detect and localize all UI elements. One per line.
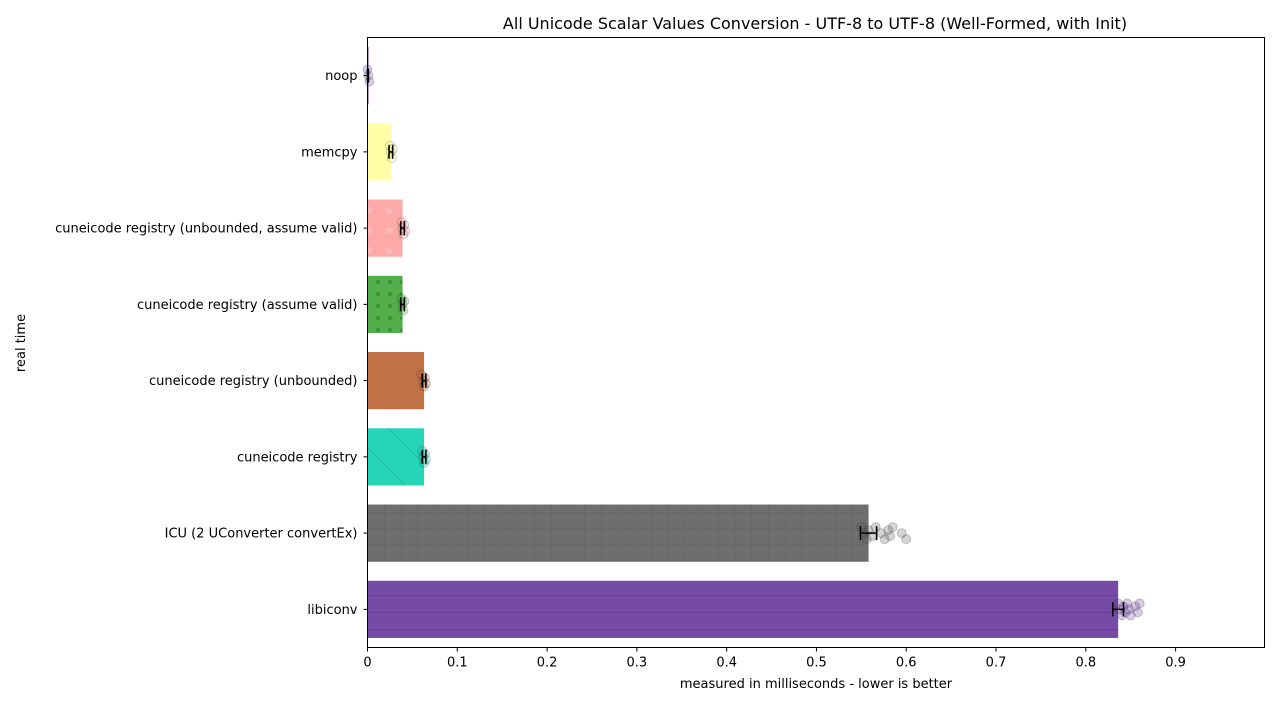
sample-point [856, 522, 867, 533]
sample-point [883, 525, 894, 536]
sample-point [1123, 604, 1134, 615]
x-axis: 0 0.1 0.2 0.3 0.4 0.5 0.6 0.7 0.8 0.9 [363, 647, 1186, 671]
y-tick-label: noop [325, 69, 357, 84]
error-bar-4 [421, 373, 427, 388]
sample-point [861, 534, 872, 545]
sample-point [870, 522, 881, 533]
bar-pattern-2 [367, 199, 403, 257]
sample-point [1122, 598, 1133, 609]
error-bar-3 [399, 297, 406, 312]
y-tick-label: cuneicode registry (unbounded, assume va… [55, 222, 357, 237]
y-tick-label: cuneicode registry (unbounded) [149, 374, 358, 389]
y-tick-label: ICU (2 UConverter convertEx) [165, 527, 358, 542]
y-tick-label: memcpy [301, 145, 358, 160]
x-tick-label: 0 [363, 656, 371, 671]
error-bar-5 [421, 449, 427, 464]
x-tick-label: 0.8 [1075, 656, 1096, 671]
sample-point [1130, 601, 1141, 612]
error-bar-7 [1111, 602, 1125, 617]
x-tick-label: 0.4 [716, 656, 737, 671]
x-axis-label: measured in milliseconds - lower is bett… [680, 677, 953, 692]
sample-point [1134, 598, 1145, 609]
sample-point [896, 528, 907, 539]
x-tick-label: 0.1 [447, 656, 468, 671]
bar-1 [367, 123, 391, 181]
x-tick-label: 0.3 [627, 656, 648, 671]
sample-point [885, 531, 896, 542]
y-tick-label: libiconv [307, 603, 357, 618]
x-tick-label: 0.2 [537, 656, 558, 671]
bar-pattern-7 [367, 580, 1119, 638]
plot-area [362, 47, 1145, 638]
bar-pattern-6 [367, 504, 869, 562]
y-tick-label: cuneicode registry (assume valid) [137, 298, 358, 313]
x-tick-label: 0.6 [896, 656, 917, 671]
sample-point [879, 534, 890, 545]
error-bar-6 [859, 526, 878, 541]
sample-point [1125, 610, 1136, 621]
bar-pattern-5 [367, 428, 425, 486]
x-tick-label: 0.5 [806, 656, 827, 671]
x-tick-label: 0.7 [986, 656, 1007, 671]
error-bar-2 [399, 221, 406, 236]
bar-pattern-3 [367, 275, 403, 333]
y-axis: noop memcpy cuneicode registry (unbounded,… [55, 69, 368, 618]
y-tick-label: cuneicode registry [237, 450, 358, 465]
chart-title: All Unicode Scalar Values Conversion - U… [503, 14, 1127, 33]
sample-point [901, 534, 912, 545]
sample-point [364, 76, 375, 87]
y-axis-label: real time [14, 314, 29, 372]
bar-pattern-4 [367, 352, 425, 410]
sample-point [1113, 598, 1124, 609]
error-bar-1 [388, 144, 394, 159]
x-tick-label: 0.9 [1165, 656, 1186, 671]
sample-point [1132, 607, 1143, 618]
sample-point [887, 522, 898, 533]
